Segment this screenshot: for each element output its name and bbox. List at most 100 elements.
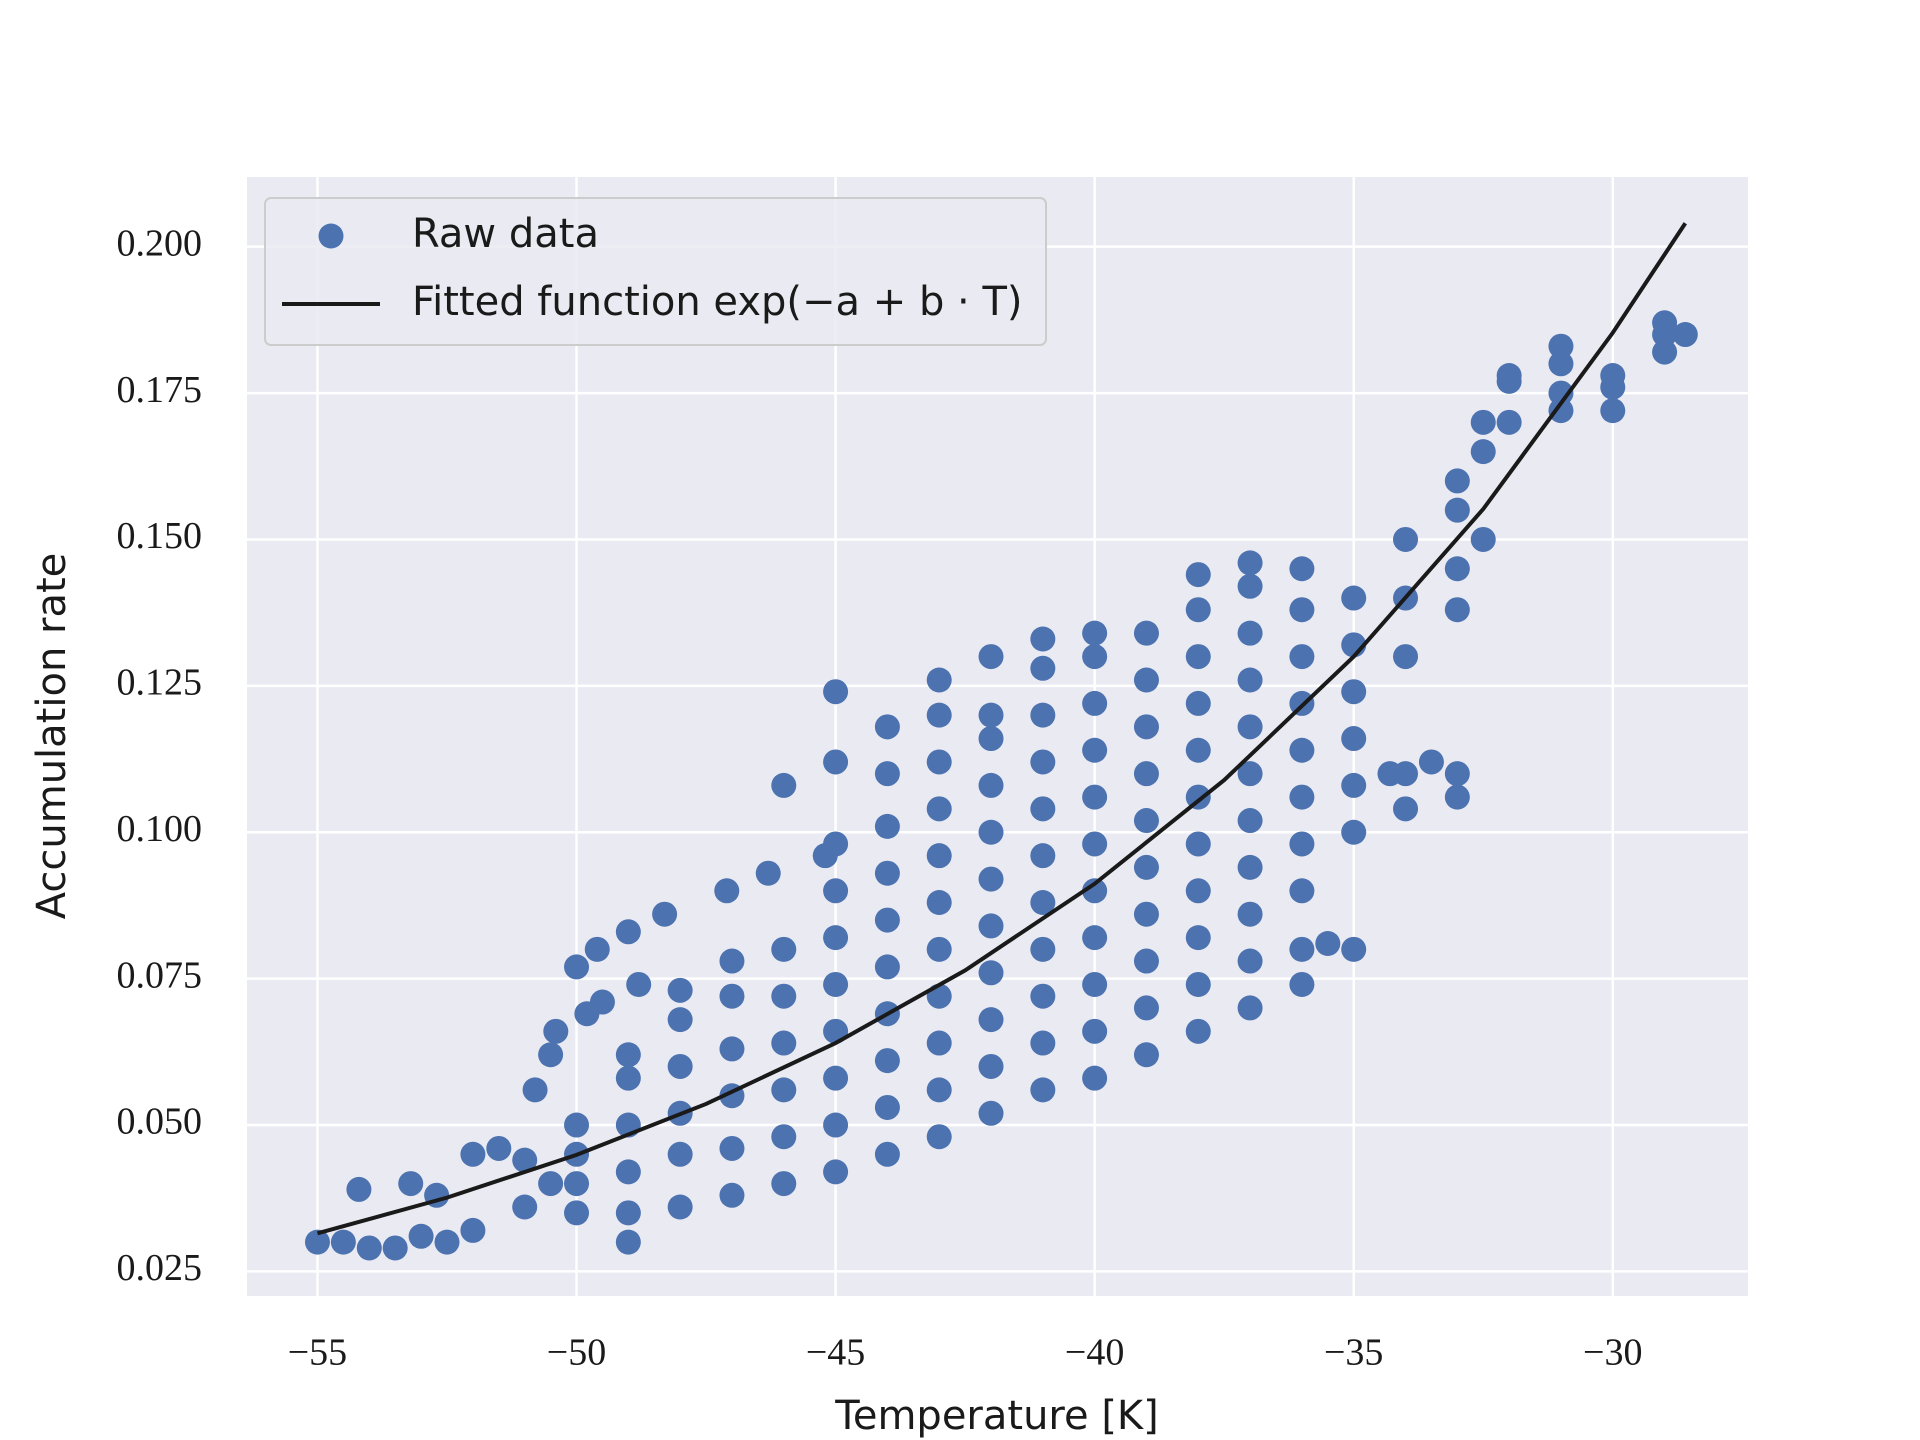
scatter-point xyxy=(1082,784,1108,810)
scatter-point xyxy=(874,907,900,933)
scatter-point xyxy=(755,860,781,886)
scatter-point xyxy=(1185,878,1211,904)
scatter-point xyxy=(1237,620,1263,646)
scatter-point xyxy=(460,1141,486,1167)
scatter-point xyxy=(1444,761,1470,787)
scatter-point xyxy=(1237,761,1263,787)
scatter-point xyxy=(719,1036,745,1062)
scatter-point xyxy=(538,1042,564,1068)
scatter-point xyxy=(667,977,693,1003)
scatter-point xyxy=(522,1077,548,1103)
y-tick-label: 0.125 xyxy=(117,662,203,704)
scatter-point xyxy=(874,813,900,839)
scatter-point xyxy=(1237,667,1263,693)
scatter-point xyxy=(926,983,952,1009)
scatter-point xyxy=(543,1018,569,1044)
scatter-point xyxy=(1082,690,1108,716)
scatter-point xyxy=(1341,772,1367,798)
legend-label: Fitted function exp(−a + b · T) xyxy=(412,279,1023,325)
x-tick-label: −30 xyxy=(1583,1332,1642,1374)
scatter-point xyxy=(874,761,900,787)
scatter-point xyxy=(1444,468,1470,494)
x-tick-label: −35 xyxy=(1324,1332,1383,1374)
scatter-point xyxy=(1185,737,1211,763)
scatter-point xyxy=(356,1235,382,1261)
scatter-point xyxy=(719,1182,745,1208)
scatter-point xyxy=(1237,948,1263,974)
scatter-point xyxy=(589,989,615,1015)
scatter-point xyxy=(667,1053,693,1079)
scatter-point xyxy=(1030,655,1056,681)
y-axis-label: Accumulation rate xyxy=(29,553,75,920)
x-tick-label: −40 xyxy=(1065,1332,1124,1374)
scatter-point xyxy=(714,878,740,904)
scatter-point xyxy=(771,1171,797,1197)
scatter-point xyxy=(1237,854,1263,880)
scatter-point xyxy=(1470,439,1496,465)
scatter-point xyxy=(1600,398,1626,424)
scatter-point xyxy=(512,1194,538,1220)
scatter-point xyxy=(978,772,1004,798)
scatter-point xyxy=(564,1171,590,1197)
marks xyxy=(304,222,1698,1261)
scatter-point xyxy=(538,1171,564,1197)
scatter-point xyxy=(1185,597,1211,623)
scatter-point xyxy=(926,796,952,822)
scatter-point xyxy=(1444,556,1470,582)
scatter-point xyxy=(615,1065,641,1091)
scatter-point xyxy=(926,936,952,962)
scatter-point xyxy=(1237,901,1263,927)
scatter-point xyxy=(1082,644,1108,670)
legend-box xyxy=(264,197,1047,346)
scatter-point xyxy=(823,925,849,951)
scatter-point xyxy=(1496,409,1522,435)
scatter-point xyxy=(1315,930,1341,956)
scatter-point xyxy=(1030,1030,1056,1056)
y-tick-label: 0.025 xyxy=(117,1247,203,1289)
scatter-point xyxy=(771,936,797,962)
scatter-point xyxy=(874,1141,900,1167)
scatter-point xyxy=(1289,878,1315,904)
scatter-point xyxy=(667,1141,693,1167)
scatter-point xyxy=(615,1200,641,1226)
scatter-point xyxy=(1377,761,1403,787)
scatter-point xyxy=(823,878,849,904)
scatter-point xyxy=(1030,749,1056,775)
scatter-point xyxy=(926,702,952,728)
scatter-point xyxy=(346,1176,372,1202)
scatter-point xyxy=(874,1094,900,1120)
scatter-point xyxy=(626,971,652,997)
scatter-point xyxy=(1237,714,1263,740)
scatter-point xyxy=(615,1229,641,1255)
scatter-point xyxy=(823,1159,849,1185)
scatter-point xyxy=(1133,761,1159,787)
scatter-point xyxy=(823,971,849,997)
scatter-point xyxy=(719,1135,745,1161)
scatter-point xyxy=(1548,380,1574,406)
legend: Raw data Fitted function exp(−a + b · T) xyxy=(264,197,1047,346)
x-tick-label: −45 xyxy=(806,1332,865,1374)
scatter-point xyxy=(564,1112,590,1138)
scatter-point xyxy=(1185,831,1211,857)
scatter-point xyxy=(1341,819,1367,845)
x-axis-label: Temperature [K] xyxy=(834,1393,1159,1439)
scatter-point xyxy=(1289,971,1315,997)
scatter-point xyxy=(978,644,1004,670)
scatter-point xyxy=(1082,620,1108,646)
scatter-point xyxy=(1030,796,1056,822)
scatter-point xyxy=(1237,550,1263,576)
scatter-point xyxy=(1185,1018,1211,1044)
scatter-point xyxy=(1418,749,1444,775)
scatter-point xyxy=(1496,363,1522,389)
scatter-point xyxy=(1030,1077,1056,1103)
scatter-point xyxy=(1341,936,1367,962)
scatter-point xyxy=(1082,971,1108,997)
scatter-point xyxy=(1185,925,1211,951)
scatter-point xyxy=(1444,497,1470,523)
scatter-point xyxy=(1030,890,1056,916)
scatter-point xyxy=(978,1100,1004,1126)
scatter-point xyxy=(667,1007,693,1033)
scatter-point xyxy=(978,1007,1004,1033)
scatter-point xyxy=(1133,995,1159,1021)
scatter-point xyxy=(1341,585,1367,611)
